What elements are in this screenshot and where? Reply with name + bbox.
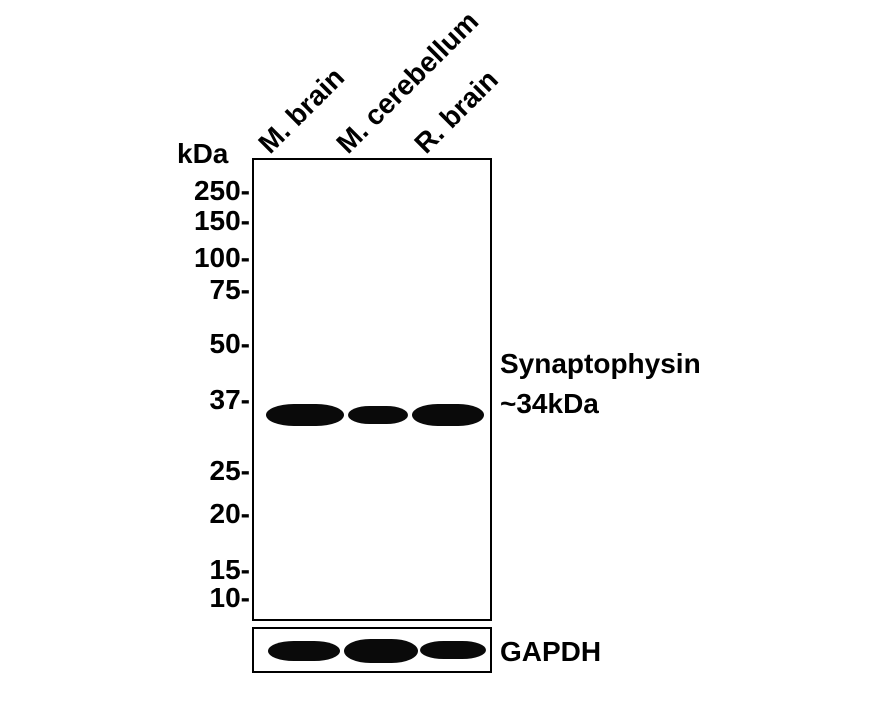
mw-20: 20- [210,498,250,530]
lane-labels-group: M. brain M. cerebellum R. brain [275,0,515,160]
blot-gapdh-membrane [252,627,492,673]
band-lane3-gapdh [420,641,486,659]
mw-37: 37- [210,384,250,416]
lane-label-1: M. brain [252,61,351,160]
protein-name-label: Synaptophysin [500,348,701,380]
band-lane2-gapdh [344,639,418,663]
mw-250: 250- [194,175,250,207]
band-lane1-main [266,404,344,426]
band-lane3-main [412,404,484,426]
band-lane2-main [348,406,408,424]
mw-10: 10- [210,582,250,614]
mw-50: 50- [210,328,250,360]
kda-unit-label: kDa [177,138,228,170]
band-lane1-gapdh [268,641,340,661]
western-blot-figure: kDa M. brain M. cerebellum R. brain 250-… [0,0,888,711]
band-size-label: ~34kDa [500,388,599,420]
mw-75: 75- [210,274,250,306]
mw-150: 150- [194,205,250,237]
mw-100: 100- [194,242,250,274]
blot-main-membrane [252,158,492,621]
loading-control-label: GAPDH [500,636,601,668]
mw-25: 25- [210,455,250,487]
